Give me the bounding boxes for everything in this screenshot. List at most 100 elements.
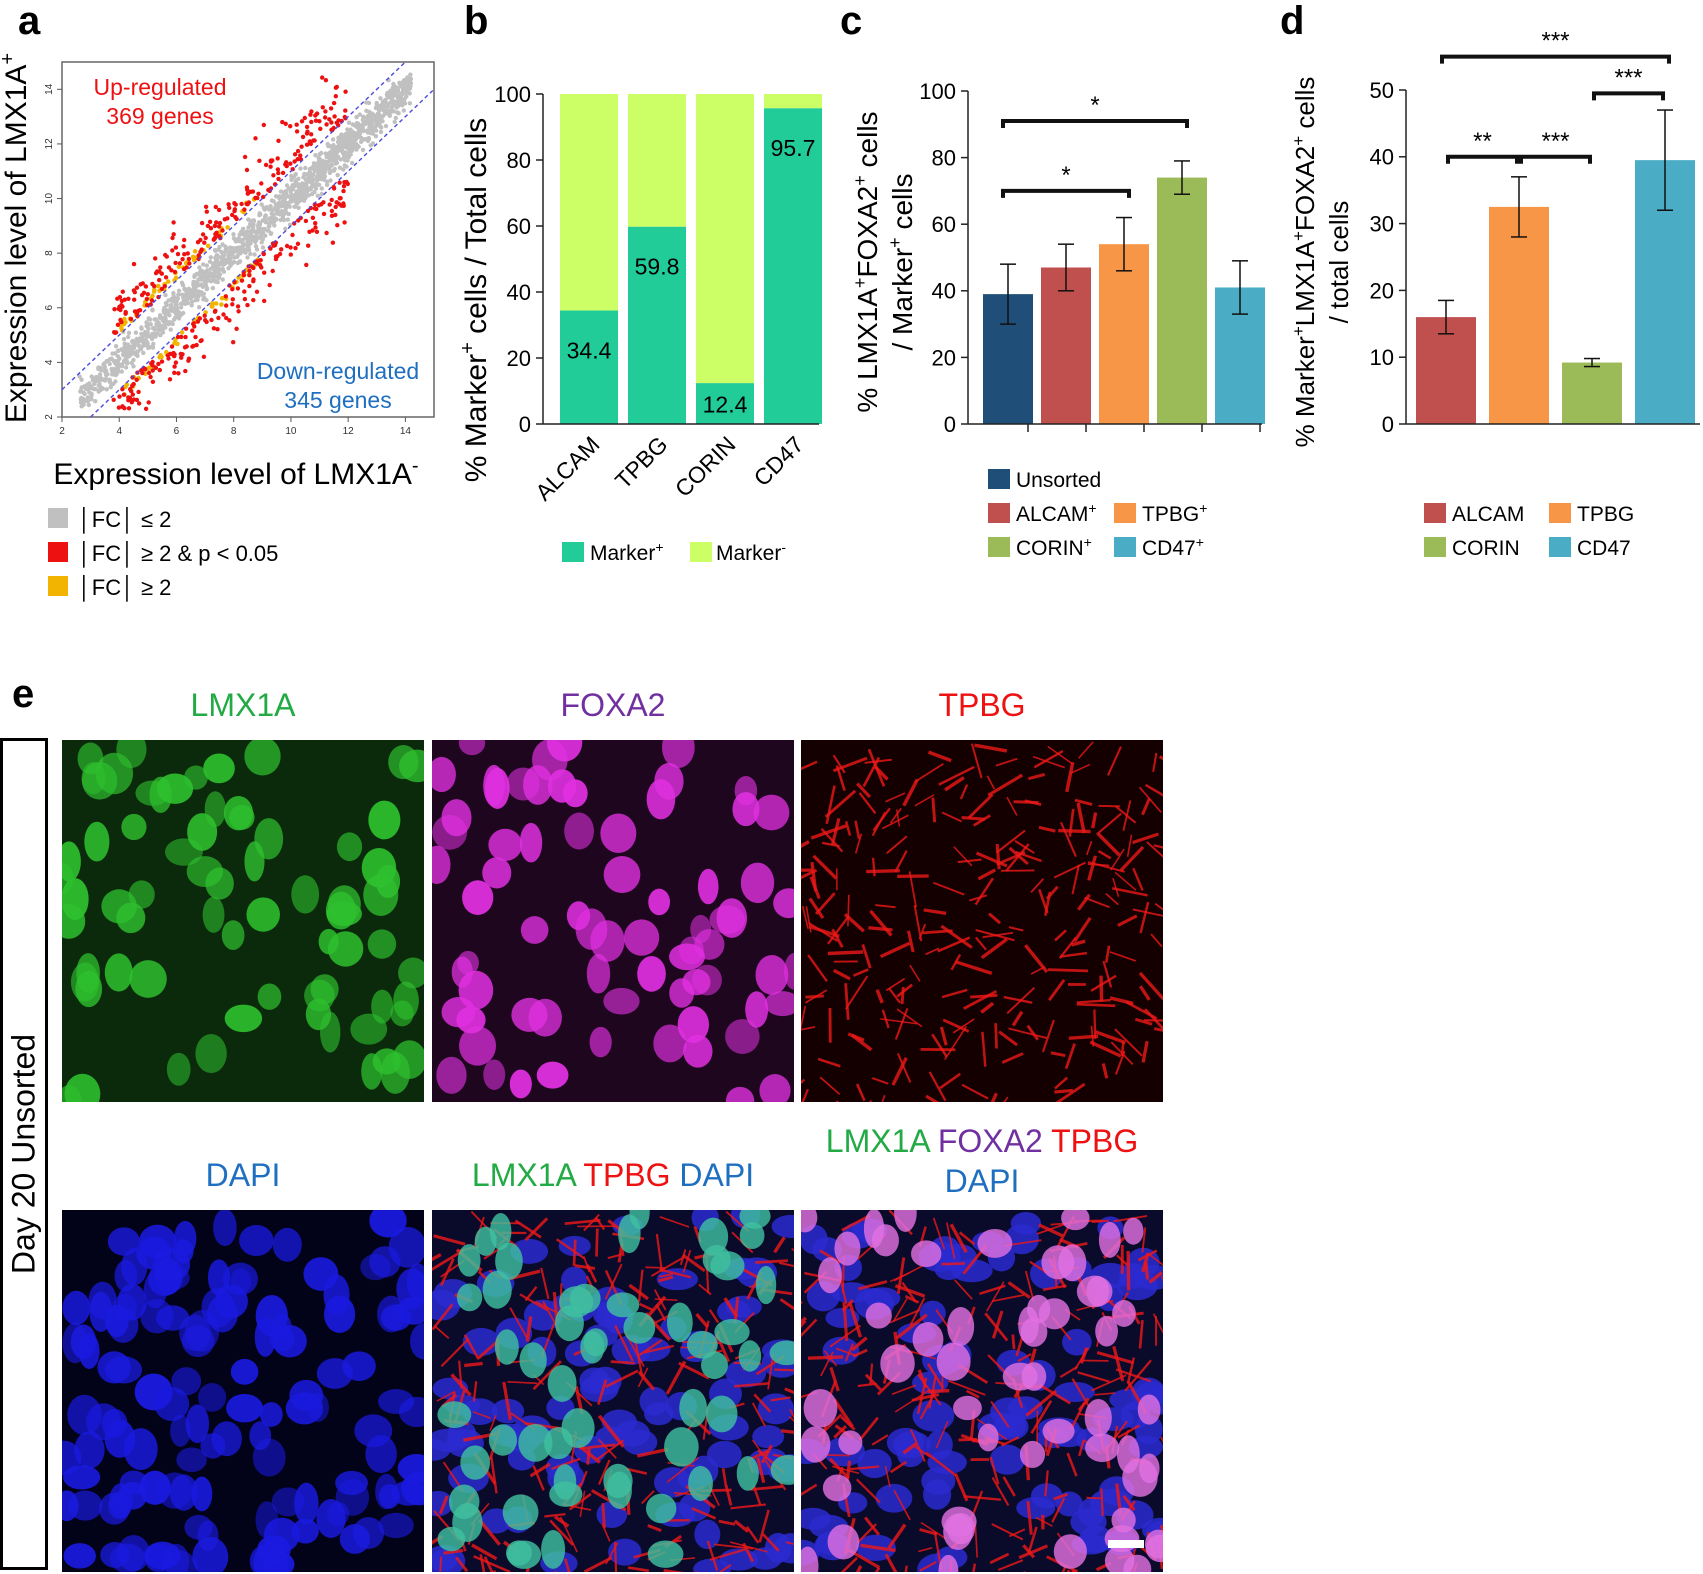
scatter-point-gray: [129, 344, 134, 349]
scatter-point-gray: [245, 245, 251, 250]
scatter-point-gray: [309, 191, 315, 197]
scatter-point-gray: [263, 220, 268, 225]
scatter-point-gray: [123, 365, 129, 370]
membrane-stroke: [1090, 1025, 1095, 1047]
scatter-point-red: [295, 148, 301, 154]
scatter-point-red: [300, 134, 306, 140]
membrane-stroke: [832, 1398, 854, 1428]
nucleus-positive: [1053, 1534, 1087, 1569]
scatter-point-gray: [237, 259, 243, 264]
scatter-point-gray: [200, 284, 206, 289]
scatter-point-gray: [367, 112, 372, 117]
nucleus-positive: [482, 1270, 512, 1309]
scatter-point-gray: [204, 279, 209, 284]
scatter-point-red: [143, 406, 149, 411]
membrane-stroke: [1152, 1313, 1163, 1335]
nucleus: [432, 845, 451, 884]
scatter-point-gray: [197, 305, 202, 310]
row-label: Day 20 Unsorted: [5, 1033, 42, 1275]
membrane-stroke: [636, 1339, 663, 1358]
scatter-point-gray: [303, 182, 308, 188]
membrane-stroke: [975, 929, 1015, 942]
membrane-stroke: [1160, 1275, 1163, 1282]
membrane-stroke: [1112, 877, 1120, 898]
scatter-point-gray: [288, 189, 293, 194]
nucleus-positive: [710, 1251, 745, 1281]
scatter-point-gray: [133, 330, 139, 335]
membrane-stroke: [628, 1283, 650, 1301]
membrane-stroke: [994, 1023, 998, 1049]
nucleus: [335, 1470, 368, 1495]
membrane-stroke: [627, 1566, 650, 1572]
nucleus: [62, 1490, 79, 1522]
nucleus: [327, 885, 361, 924]
scatter-point-red: [232, 208, 237, 214]
scatter-point-red: [193, 334, 198, 340]
nucleus: [213, 1210, 237, 1247]
membrane-stroke: [879, 941, 911, 959]
nucleus: [254, 1317, 276, 1357]
membrane-stroke: [1159, 1524, 1163, 1540]
y-tick-label: 80: [932, 146, 956, 171]
scatter-point-gray: [220, 266, 225, 272]
nucleus-positive: [1061, 1210, 1090, 1231]
membrane-stroke: [1030, 878, 1045, 893]
fold-change-line-down: [90, 88, 435, 418]
nucleus: [483, 1059, 506, 1090]
membrane-stroke: [1048, 968, 1088, 973]
membrane-stroke: [904, 1565, 909, 1572]
scatter-point-red: [330, 240, 336, 245]
membrane-stroke: [805, 994, 824, 999]
bar-tpbg: [1489, 206, 1549, 424]
scatter-point-gray: [116, 362, 122, 367]
membrane-stroke: [1111, 887, 1148, 897]
scatter-point-gray: [144, 339, 150, 345]
scatter-point-gray: [235, 254, 240, 259]
nucleus: [367, 929, 397, 959]
x-tick-label: 14: [400, 426, 412, 437]
scatter-point-red: [342, 220, 347, 225]
scatter-point-gray: [305, 178, 310, 183]
scatter-point-red: [136, 389, 141, 395]
membrane-stroke: [871, 1434, 889, 1446]
scatter-point-red: [276, 176, 281, 182]
scatter-point-gray: [78, 389, 83, 394]
b-ylabel: % Marker+ cells / Total cells: [457, 118, 493, 483]
membrane-stroke: [833, 1425, 848, 1439]
scatter-point-gray: [90, 378, 96, 383]
scatter-point-gray: [192, 294, 197, 299]
membrane-stroke: [868, 926, 893, 932]
scatter-point-red: [128, 316, 134, 322]
scatter-point-gray: [204, 263, 209, 268]
scatter-point-red: [251, 265, 256, 271]
membrane-stroke: [855, 1478, 881, 1504]
membrane-stroke: [1126, 1357, 1136, 1384]
nucleus: [361, 1053, 383, 1090]
scatter-point-red: [309, 109, 314, 114]
scatter-point-red: [196, 253, 201, 258]
y-tick-label: 60: [507, 214, 531, 239]
nucleus: [226, 1393, 264, 1423]
membrane-stroke: [914, 762, 944, 783]
scatter-point-red: [321, 211, 327, 217]
membrane-stroke: [1047, 745, 1073, 765]
scatter-point-gray: [168, 327, 173, 332]
nucleus: [375, 1473, 398, 1510]
nucleus-positive: [801, 1210, 818, 1233]
membrane-stroke: [1087, 855, 1097, 881]
nucleus: [211, 1421, 242, 1457]
membrane-stroke: [1050, 1051, 1066, 1058]
scatter-point-gray: [400, 84, 405, 89]
scatter-point-gray: [189, 299, 195, 304]
bar-chart-b: 34.4 59.8 12.4 95.7 0 20 40 60 80 100 ALCAM TPBGCO…: [457, 82, 822, 565]
scatter-point-gray: [342, 163, 347, 168]
scatter-point-red: [335, 223, 340, 228]
membrane-stroke: [850, 1465, 880, 1471]
membrane-stroke: [745, 1526, 760, 1544]
scatter-point-red: [320, 105, 325, 110]
scatter-point-gray: [126, 330, 132, 336]
membrane-stroke: [1115, 805, 1137, 824]
scatter-point-gray: [107, 357, 113, 362]
nucleus: [520, 916, 549, 944]
nucleus-dapi: [812, 1237, 842, 1262]
